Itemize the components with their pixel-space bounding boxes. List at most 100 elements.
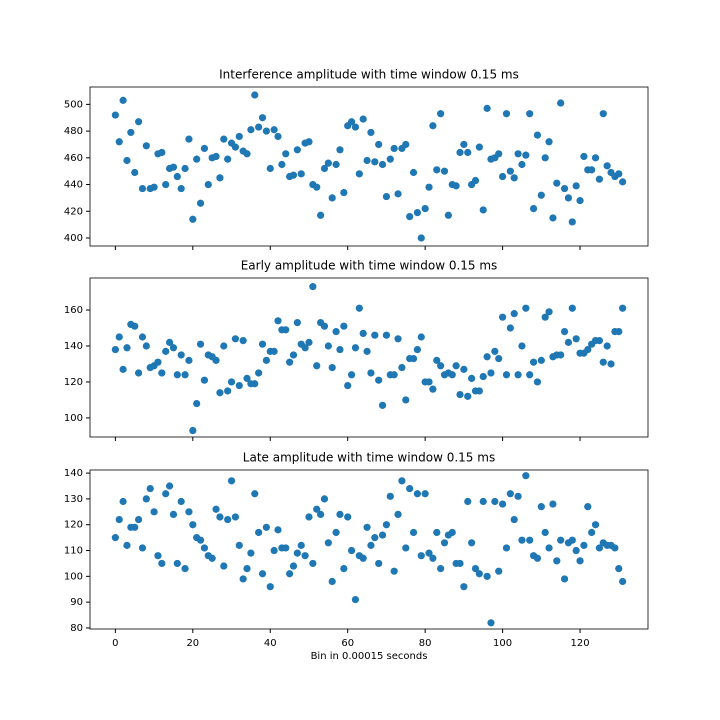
scatter-point bbox=[336, 510, 344, 518]
scatter-point bbox=[591, 154, 600, 162]
scatter-point bbox=[452, 182, 460, 190]
scatter-point bbox=[332, 160, 340, 169]
y-tick-label: 100 bbox=[64, 413, 83, 424]
scatter-point bbox=[367, 128, 375, 137]
scatter-point bbox=[495, 150, 503, 158]
scatter-point bbox=[448, 371, 456, 379]
x-tick-label: 80 bbox=[419, 638, 432, 649]
scatter-point bbox=[437, 362, 445, 370]
scatter-point bbox=[289, 562, 298, 570]
scatter-point bbox=[475, 387, 483, 395]
scatter-point bbox=[293, 146, 301, 154]
scatter-point bbox=[549, 500, 557, 508]
scatter-point bbox=[533, 378, 542, 386]
scatter-point bbox=[591, 521, 600, 529]
scatter-point bbox=[440, 539, 449, 547]
scatter-point bbox=[196, 199, 205, 207]
scatter-point bbox=[553, 557, 561, 565]
scatter-point bbox=[131, 523, 139, 531]
scatter-point bbox=[169, 510, 178, 518]
scatter-point bbox=[169, 163, 178, 171]
scatter-point bbox=[212, 505, 220, 513]
scatter-point bbox=[464, 497, 472, 506]
scatter-point bbox=[475, 570, 483, 578]
scatter-point bbox=[313, 505, 321, 513]
scatter-point bbox=[351, 595, 360, 604]
axes-frame bbox=[89, 277, 649, 438]
scatter-point bbox=[557, 99, 565, 107]
scatter-point bbox=[468, 539, 476, 547]
scatter-point bbox=[119, 365, 127, 373]
scatter-point bbox=[588, 528, 596, 537]
scatter-point bbox=[510, 174, 518, 182]
scatter-point bbox=[181, 371, 189, 379]
scatter-point bbox=[495, 567, 503, 575]
scatter-point bbox=[212, 152, 220, 161]
scatter-point bbox=[297, 541, 305, 549]
scatter-point bbox=[506, 490, 514, 498]
scatter-point bbox=[537, 503, 545, 511]
scatter-point bbox=[196, 340, 205, 348]
scatter-point bbox=[371, 534, 379, 542]
scatter-point bbox=[320, 322, 329, 330]
scatter-point bbox=[270, 126, 278, 134]
scatter-point bbox=[413, 345, 422, 354]
scatter-point bbox=[336, 345, 344, 354]
scatter-point bbox=[134, 515, 143, 524]
scatter-point bbox=[433, 166, 441, 174]
scatter-point bbox=[483, 104, 491, 112]
scatter-point bbox=[258, 570, 267, 578]
scatter-point bbox=[247, 126, 255, 134]
scatter-point bbox=[150, 183, 158, 191]
scatter-point bbox=[541, 528, 549, 537]
scatter-point bbox=[456, 390, 464, 399]
scatter-point bbox=[491, 497, 499, 506]
scatter-point bbox=[274, 132, 282, 141]
y-tick-label: 460 bbox=[64, 153, 83, 164]
scatter-point bbox=[227, 378, 236, 386]
scatter-point bbox=[119, 497, 127, 506]
scatter-point bbox=[340, 322, 348, 330]
scatter-point bbox=[483, 353, 491, 361]
scatter-point bbox=[572, 182, 580, 190]
scatter-point bbox=[572, 546, 580, 555]
scatter-point bbox=[177, 184, 185, 193]
scatter-point bbox=[371, 158, 379, 166]
y-tick-label: 420 bbox=[64, 206, 83, 217]
scatter-point bbox=[619, 304, 627, 312]
scatter-point bbox=[437, 110, 445, 118]
y-tick-label: 120 bbox=[64, 377, 83, 388]
scatter-point bbox=[417, 333, 425, 341]
scatter-point bbox=[123, 541, 131, 549]
scatter-point bbox=[425, 378, 433, 386]
x-tick-label: 20 bbox=[186, 638, 199, 649]
scatter-point bbox=[258, 114, 267, 122]
scatter-point bbox=[607, 360, 615, 368]
scatter-point bbox=[560, 575, 569, 583]
y-tick-label: 480 bbox=[64, 126, 83, 137]
scatter-point bbox=[146, 484, 154, 493]
scatter-point bbox=[502, 110, 511, 118]
scatter-point bbox=[142, 142, 150, 150]
scatter-point bbox=[429, 385, 437, 393]
scatter-point bbox=[181, 565, 189, 573]
scatter-point bbox=[251, 91, 259, 99]
scatter-point bbox=[111, 345, 119, 354]
scatter-point bbox=[553, 179, 561, 187]
scatter-point bbox=[359, 329, 367, 337]
y-tick-label: 110 bbox=[64, 546, 83, 557]
scatter-point bbox=[231, 143, 240, 151]
x-tick-label: 40 bbox=[264, 638, 277, 649]
scatter-point bbox=[313, 183, 321, 191]
scatter-point bbox=[324, 159, 332, 167]
scatter-point bbox=[595, 336, 604, 345]
scatter-point bbox=[568, 536, 576, 544]
scatter-point bbox=[576, 557, 584, 565]
scatter-point bbox=[220, 135, 228, 143]
scatter-point bbox=[491, 347, 499, 355]
scatter-point bbox=[382, 192, 391, 201]
scatter-point bbox=[328, 363, 336, 372]
scatter-point bbox=[289, 171, 298, 179]
scatter-point bbox=[309, 283, 317, 291]
scatter-point bbox=[297, 170, 305, 178]
